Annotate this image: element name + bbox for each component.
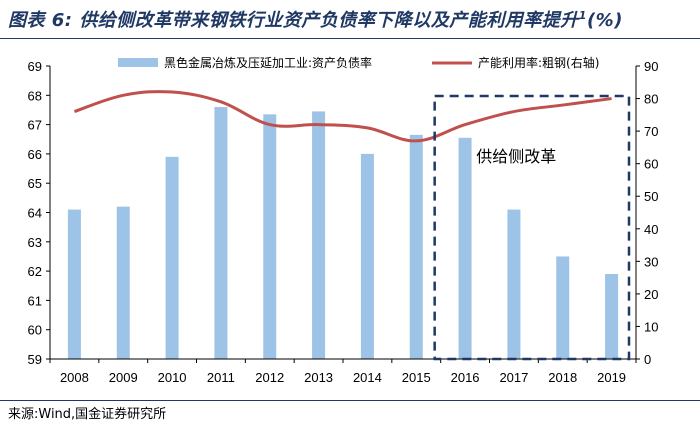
- bar-2015: [409, 134, 423, 359]
- bar-2012: [263, 114, 277, 359]
- y-right-tick-20: 20: [644, 287, 658, 302]
- chart-title-text: 供给侧改革带来钢铁行业资产负债率下降以及产能利用率提升: [79, 10, 579, 31]
- y-right-tick-50: 50: [644, 189, 658, 204]
- annotation-box: [433, 94, 631, 361]
- y-right-tick-30: 30: [644, 254, 658, 269]
- bar-2009: [116, 206, 130, 359]
- bar-2010: [165, 156, 179, 359]
- x-tick-2014: 2014: [353, 370, 382, 385]
- y-right-tick-0: 0: [644, 352, 651, 367]
- x-tick-2018: 2018: [548, 370, 577, 385]
- y-right-tick-10: 10: [644, 319, 658, 334]
- y-left-tick-63: 63: [28, 235, 42, 250]
- y-left-tick-59: 59: [28, 352, 42, 367]
- chart-title-unit: (%): [586, 10, 623, 31]
- line-capacity-utilization: [73, 90, 612, 143]
- y-left-tick-66: 66: [28, 147, 42, 162]
- annotation-label: 供给侧改革: [476, 147, 556, 166]
- chart-title-prefix: 图表 6:: [8, 10, 73, 31]
- y-left-tick-61: 61: [28, 293, 42, 308]
- bar-2013: [312, 111, 326, 359]
- bar-2019: [605, 274, 619, 359]
- source-note: 来源:Wind,国金证券研究所: [8, 407, 167, 422]
- title-bar: 图表 6: 供给侧改革带来钢铁行业资产负债率下降以及产能利用率提升1(%): [0, 0, 700, 40]
- y-right-tick-80: 80: [644, 92, 658, 107]
- y-left-tick-65: 65: [28, 176, 42, 191]
- y-left-tick-68: 68: [28, 88, 42, 103]
- legend-label-line: 产能利用率:粗钢(右轴): [478, 55, 599, 70]
- x-tick-2019: 2019: [597, 370, 626, 385]
- y-right-tick-70: 70: [644, 124, 658, 139]
- legend-swatch-bar: [118, 58, 158, 67]
- x-tick-2017: 2017: [499, 370, 528, 385]
- bar-2008: [67, 209, 81, 359]
- y-left-tick-64: 64: [28, 206, 42, 221]
- y-left-tick-67: 67: [28, 118, 42, 133]
- x-tick-2015: 2015: [402, 370, 431, 385]
- y-left-tick-69: 69: [28, 59, 42, 74]
- x-tick-2008: 2008: [60, 370, 89, 385]
- legend-label-bar: 黑色金属冶炼及压延加工业:资产负债率: [164, 55, 372, 70]
- bar-2014: [360, 153, 374, 359]
- x-tick-2012: 2012: [255, 370, 284, 385]
- y-right-tick-40: 40: [644, 222, 658, 237]
- chart-title-footnote: 1: [578, 9, 587, 22]
- bar-2016: [458, 137, 472, 359]
- y-right-tick-90: 90: [644, 59, 658, 74]
- source-rule: [0, 400, 700, 401]
- bar-2017: [507, 209, 521, 359]
- x-tick-2016: 2016: [451, 370, 480, 385]
- y-left-tick-62: 62: [28, 264, 42, 279]
- bar-2011: [214, 107, 228, 360]
- legend: 黑色金属冶炼及压延加工业:资产负债率 产能利用率:粗钢(右轴): [118, 55, 599, 70]
- chart-canvas: 59 60 61 62 63 64 65 66 67 68 69 0 10 20 30 40 50 60 70 80 9…: [28, 55, 659, 385]
- y-left-tick-60: 60: [28, 323, 42, 338]
- x-tick-2009: 2009: [109, 370, 138, 385]
- x-tick-2011: 2011: [207, 370, 235, 385]
- bar-2018: [556, 256, 570, 359]
- x-tick-2010: 2010: [158, 370, 187, 385]
- title-rule: [0, 38, 700, 39]
- chart-title: 图表 6: 供给侧改革带来钢铁行业资产负债率下降以及产能利用率提升1(%): [8, 6, 623, 32]
- x-tick-2013: 2013: [304, 370, 333, 385]
- y-right-tick-60: 60: [644, 157, 658, 172]
